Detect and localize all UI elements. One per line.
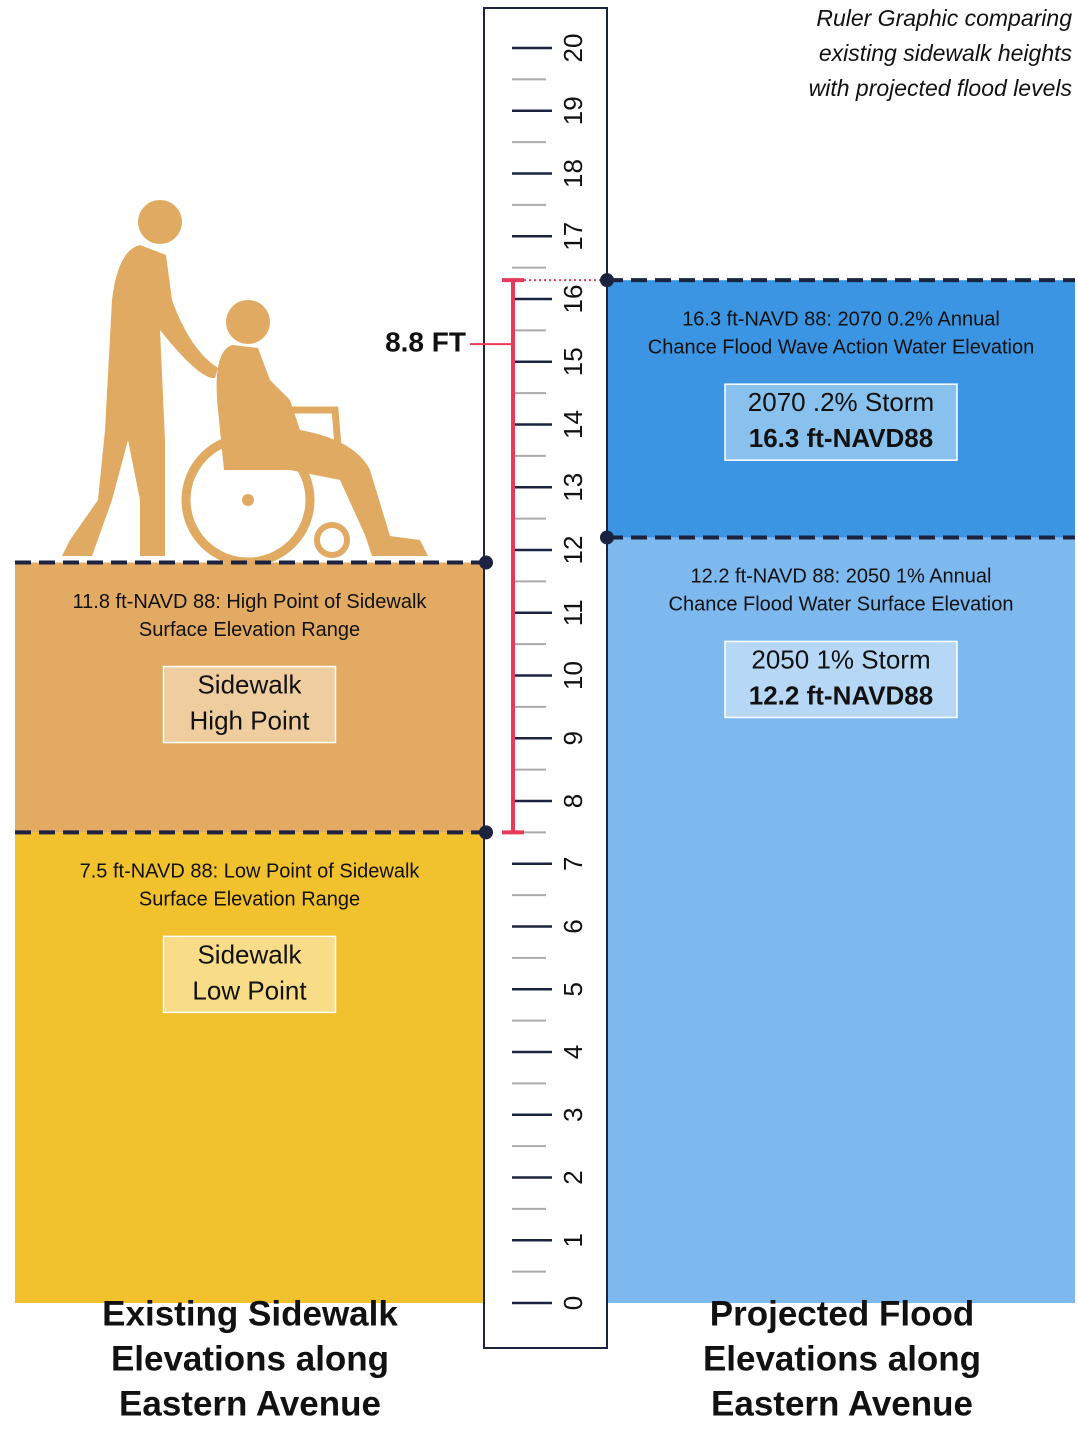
ruler-tick-label: 4 bbox=[558, 1045, 588, 1059]
ruler-tick-label: 3 bbox=[558, 1108, 588, 1122]
level-description: Chance Flood Wave Action Water Elevation bbox=[648, 336, 1034, 358]
ruler-tick-label: 17 bbox=[558, 222, 588, 251]
level-label-box bbox=[162, 665, 337, 744]
caption: existing sidewalk heights bbox=[819, 40, 1073, 66]
caption: with projected flood levels bbox=[809, 75, 1073, 101]
level-label: Sidewalk bbox=[197, 669, 302, 699]
ruler-body bbox=[483, 7, 608, 1349]
panel-title: Eastern Avenue bbox=[711, 1384, 973, 1423]
panel-title: Eastern Avenue bbox=[119, 1384, 381, 1423]
ruler-tick-label: 0 bbox=[558, 1296, 588, 1310]
level-description: 7.5 ft-NAVD 88: Low Point of Sidewalk bbox=[80, 861, 421, 883]
caption: Ruler Graphic comparing bbox=[816, 5, 1072, 31]
ruler-tick-label: 15 bbox=[558, 347, 588, 376]
level-dot bbox=[479, 555, 493, 570]
level-label-box bbox=[724, 383, 958, 461]
ruler-tick-label: 18 bbox=[558, 159, 588, 188]
elevation-band bbox=[15, 832, 484, 1303]
level-label: Sidewalk bbox=[197, 939, 302, 969]
level-label: 2070 .2% Storm bbox=[748, 387, 934, 417]
level-label: High Point bbox=[190, 705, 311, 735]
level-label: 16.3 ft-NAVD88 bbox=[749, 423, 933, 453]
ruler-tick-label: 6 bbox=[558, 919, 588, 933]
level-description: Surface Elevation Range bbox=[139, 889, 360, 911]
panel-title: Projected Flood bbox=[710, 1294, 974, 1333]
panel-title: Elevations along bbox=[111, 1339, 389, 1378]
ruler-tick-label: 9 bbox=[558, 731, 588, 745]
ruler-tick-label: 10 bbox=[558, 661, 588, 690]
ruler-tick-label: 16 bbox=[558, 285, 588, 314]
ruler-tick-label: 19 bbox=[558, 96, 588, 125]
ruler-tick-label: 8 bbox=[558, 794, 588, 808]
ruler-tick-label: 20 bbox=[558, 34, 588, 63]
ruler-tick-label: 2 bbox=[558, 1170, 588, 1184]
ruler-tick-label: 14 bbox=[558, 410, 588, 439]
level-label-box bbox=[162, 935, 337, 1014]
level-dot bbox=[479, 825, 493, 840]
level-dot bbox=[600, 530, 614, 545]
ruler-tick-label: 12 bbox=[558, 536, 588, 565]
ruler-tick-label: 5 bbox=[558, 982, 588, 996]
ruler-tick-label: 13 bbox=[558, 473, 588, 502]
level-label: Low Point bbox=[192, 975, 307, 1005]
level-description: 12.2 ft-NAVD 88: 2050 1% Annual bbox=[691, 566, 992, 588]
level-label: 2050 1% Storm bbox=[751, 644, 930, 674]
ruler-tick-label: 1 bbox=[558, 1233, 588, 1247]
level-label: 12.2 ft-NAVD88 bbox=[749, 680, 933, 710]
difference-label: 8.8 FT bbox=[385, 327, 466, 358]
level-description: 11.8 ft-NAVD 88: High Point of Sidewalk bbox=[73, 591, 428, 613]
person-silhouette bbox=[62, 200, 428, 567]
ruler-tick-label: 11 bbox=[558, 599, 588, 626]
panel-title: Existing Sidewalk bbox=[102, 1294, 398, 1333]
panel-title: Elevations along bbox=[703, 1339, 981, 1378]
level-description: 16.3 ft-NAVD 88: 2070 0.2% Annual bbox=[682, 308, 1000, 330]
level-label-box bbox=[724, 640, 958, 719]
level-description: Chance Flood Water Surface Elevation bbox=[669, 594, 1014, 616]
level-description: Surface Elevation Range bbox=[139, 619, 360, 641]
ruler-tick-label: 7 bbox=[558, 857, 588, 871]
level-dot bbox=[600, 273, 614, 288]
